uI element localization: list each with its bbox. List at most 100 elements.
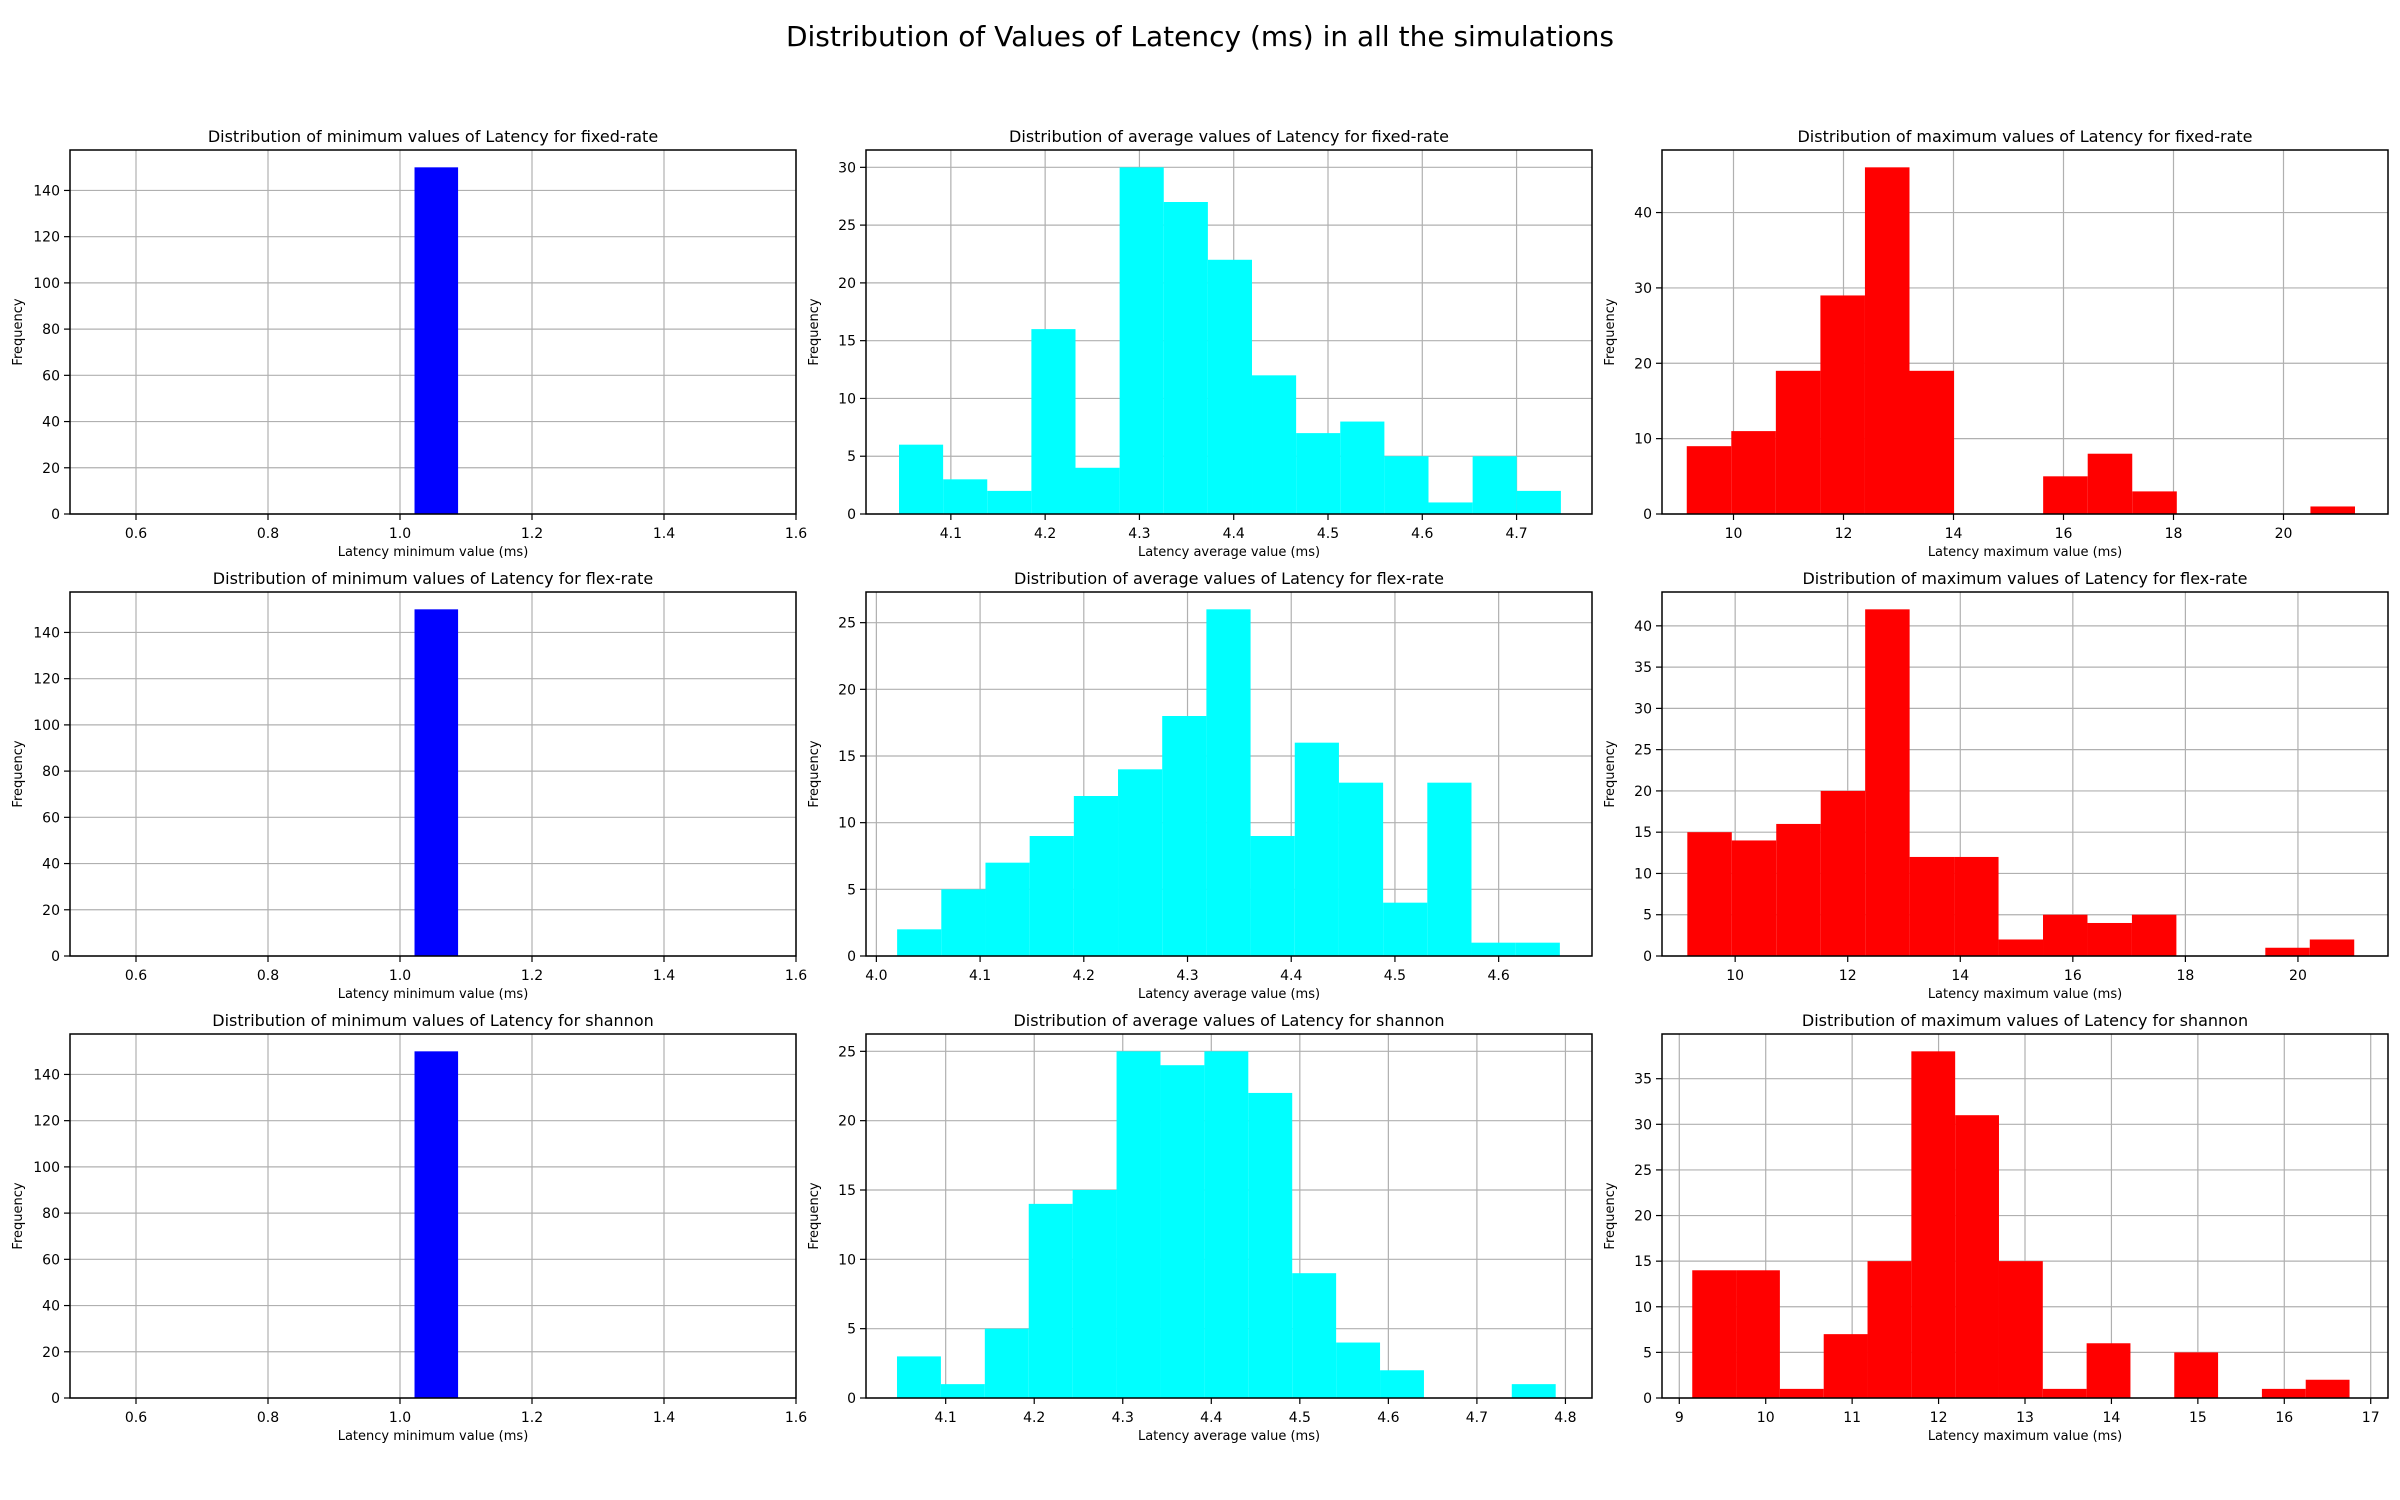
histogram-bar (1294, 742, 1339, 956)
histogram-panel-4: 0.6 0.8 1.0 1.2 1.4 1.6 0 20 40 60 80 100 120 140 Dist… (11, 569, 807, 1002)
y-tick-label: 40 (42, 1299, 60, 1315)
x-tick-label: 18 (2165, 526, 2183, 542)
x-tick-label: 14 (1945, 526, 1963, 542)
histogram-bar (1775, 370, 1821, 514)
y-tick-label: 5 (1643, 908, 1652, 924)
histogram-bar (1472, 456, 1517, 514)
histogram-bar (1998, 939, 2044, 956)
y-tick-label: 0 (51, 507, 60, 523)
histogram-bar (1471, 942, 1516, 956)
x-tick-label: 4.3 (1112, 1410, 1134, 1426)
histogram-bar (1516, 490, 1561, 514)
y-axis-label: Frequency (1603, 298, 1618, 365)
y-tick-label: 20 (42, 903, 60, 919)
histogram-bar (1206, 609, 1251, 956)
y-tick-label: 30 (838, 160, 856, 176)
histogram-bar (2132, 491, 2177, 514)
x-tick-label: 1.0 (389, 1410, 411, 1426)
y-tick-label: 20 (1634, 784, 1652, 800)
x-tick-label: 1.2 (521, 1410, 543, 1426)
x-tick-label: 18 (2176, 968, 2194, 984)
x-tick-label: 1.2 (521, 968, 543, 984)
y-tick-label: 10 (1634, 1300, 1652, 1316)
y-tick-label: 15 (838, 334, 856, 350)
y-tick-label: 0 (847, 949, 856, 965)
y-tick-label: 15 (838, 1183, 856, 1199)
histogram-bar (1292, 1273, 1337, 1398)
histogram-bar (1160, 1065, 1205, 1398)
y-tick-label: 0 (1643, 1391, 1652, 1407)
x-tick-label: 0.8 (257, 968, 279, 984)
y-tick-label: 0 (51, 949, 60, 965)
x-tick-label: 10 (1726, 968, 1744, 984)
x-axis-label: Latency minimum value (ms) (338, 987, 529, 1002)
histogram-bar (1073, 796, 1119, 956)
histogram-panel-1: 0.6 0.8 1.0 1.2 1.4 1.6 0 20 40 60 80 100 120 140 Dist… (11, 127, 807, 560)
x-tick-label: 17 (2362, 1410, 2380, 1426)
x-tick-label: 4.3 (1176, 968, 1198, 984)
histogram-bar (1163, 202, 1208, 514)
x-tick-label: 1.0 (389, 526, 411, 542)
x-tick-label: 4.4 (1280, 968, 1302, 984)
y-axis-label: Frequency (1603, 1182, 1618, 1249)
x-tick-label: 4.5 (1289, 1410, 1311, 1426)
x-axis-label: Latency average value (ms) (1138, 1429, 1320, 1444)
histogram-bar (1207, 259, 1253, 514)
x-tick-label: 16 (2064, 968, 2082, 984)
figure-suptitle: Distribution of Values of Latency (ms) i… (785, 20, 1615, 53)
axes-frame (865, 149, 1593, 515)
histogram-bar (2174, 1352, 2219, 1398)
histogram-bar (1909, 856, 1955, 956)
histogram-bar (1252, 375, 1297, 514)
x-tick-label: 14 (2103, 1410, 2121, 1426)
histogram-bar (2265, 947, 2310, 956)
histogram-panel-8: 4.1 4.2 4.3 4.4 4.5 4.6 4.7 4.8 0 5 10 15 20 25 Distri… (807, 1011, 1593, 1444)
histogram-bar (1336, 1342, 1381, 1398)
histogram-bar (1731, 840, 1777, 956)
x-tick-label: 0.6 (125, 1410, 147, 1426)
histogram-bar (414, 167, 459, 515)
x-tick-label: 9 (1675, 1410, 1684, 1426)
x-tick-label: 1.0 (389, 968, 411, 984)
y-axis-label: Frequency (11, 298, 26, 365)
y-tick-label: 25 (838, 218, 856, 234)
histogram-bar (1823, 1334, 1868, 1398)
y-tick-label: 0 (847, 507, 856, 523)
y-tick-label: 20 (42, 1345, 60, 1361)
axes-frame (1661, 149, 2389, 515)
x-tick-label: 4.1 (969, 968, 991, 984)
histogram-bar (1955, 1115, 1999, 1398)
histogram-bar (2305, 1379, 2350, 1398)
x-tick-label: 14 (1951, 968, 1969, 984)
histogram-bar (1776, 823, 1821, 956)
histogram-bar (2087, 922, 2132, 956)
x-axis-label: Latency average value (ms) (1138, 545, 1320, 560)
y-tick-label: 80 (42, 322, 60, 338)
x-tick-label: 1.6 (785, 968, 807, 984)
histogram-bar (897, 929, 942, 956)
histogram-bar (1820, 295, 1865, 514)
x-tick-label: 4.6 (1411, 526, 1433, 542)
histogram-bar (1028, 1203, 1073, 1398)
histogram-bar (2043, 914, 2088, 956)
histogram-bar (2310, 506, 2355, 514)
x-tick-label: 0.8 (257, 1410, 279, 1426)
y-tick-label: 0 (1643, 949, 1652, 965)
y-tick-label: 60 (42, 810, 60, 826)
histogram-bar (984, 1328, 1029, 1398)
y-axis-label: Frequency (11, 1182, 26, 1249)
histogram-bar (2309, 939, 2355, 956)
y-tick-label: 25 (838, 1044, 856, 1060)
histogram-bar (1954, 856, 1999, 956)
y-tick-label: 35 (1634, 660, 1652, 676)
histogram-bar (2261, 1388, 2306, 1398)
y-tick-label: 100 (33, 276, 60, 292)
y-tick-label: 25 (838, 616, 856, 632)
y-tick-label: 40 (42, 415, 60, 431)
x-tick-label: 4.5 (1317, 526, 1339, 542)
histogram-bar (987, 490, 1032, 514)
y-tick-label: 20 (1634, 356, 1652, 372)
x-tick-label: 4.2 (1034, 526, 1056, 542)
x-tick-label: 4.2 (1073, 968, 1095, 984)
histogram-bar (1820, 790, 1866, 956)
